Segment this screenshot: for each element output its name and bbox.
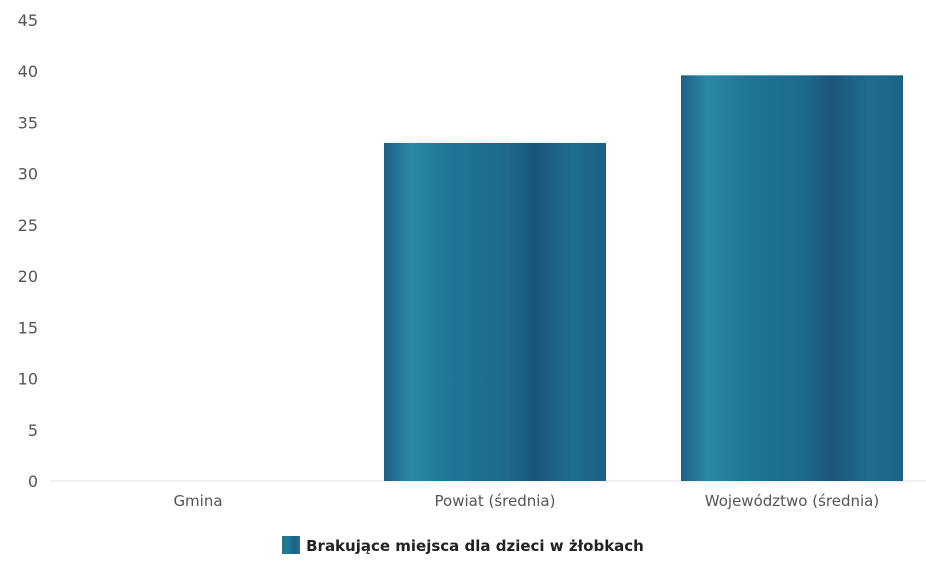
x-category-label: Powiat (średnia) bbox=[435, 492, 556, 510]
y-tick-label: 15 bbox=[18, 318, 38, 337]
y-tick-label: 10 bbox=[18, 370, 38, 389]
x-category-label: Gmina bbox=[173, 492, 222, 510]
bar-1 bbox=[384, 142, 606, 481]
bar-chart-svg: 0 5 10 15 20 25 30 35 40 45 Gmina Powiat (średnia)… bbox=[18, 11, 926, 510]
bars bbox=[384, 75, 903, 481]
y-tick-label: 35 bbox=[18, 113, 38, 132]
y-axis-ticks: 0 5 10 15 20 25 30 35 40 45 bbox=[18, 11, 38, 491]
bar-2 bbox=[681, 75, 903, 481]
x-category-label: Województwo (średnia) bbox=[705, 492, 879, 510]
y-tick-label: 30 bbox=[18, 165, 38, 184]
y-tick-label: 40 bbox=[18, 62, 38, 81]
y-tick-label: 45 bbox=[18, 11, 38, 30]
legend: Brakujące miejsca dla dzieci w żłobkach bbox=[0, 536, 926, 555]
y-tick-label: 5 bbox=[28, 421, 38, 440]
x-axis-labels: Gmina Powiat (średnia) Województwo (średni… bbox=[173, 492, 879, 510]
y-tick-label: 0 bbox=[28, 472, 38, 491]
legend-label: Brakujące miejsca dla dzieci w żłobkach bbox=[306, 537, 644, 555]
y-tick-label: 25 bbox=[18, 216, 38, 235]
y-tick-label: 20 bbox=[18, 267, 38, 286]
legend-swatch bbox=[282, 536, 301, 554]
